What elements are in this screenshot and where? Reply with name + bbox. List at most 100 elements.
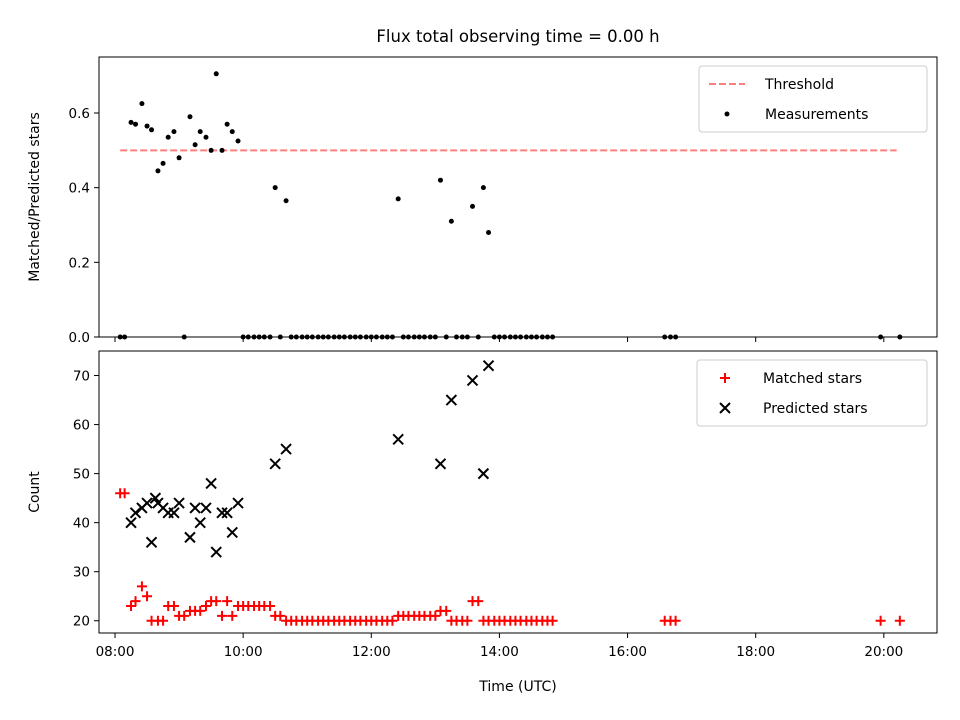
measurement-point: [229, 129, 235, 135]
measurement-point: [192, 142, 198, 148]
measurement-point: [470, 203, 476, 209]
legend-label: Matched stars: [763, 371, 862, 387]
predicted-star-point: [482, 360, 495, 372]
measurement-point: [128, 119, 134, 125]
legend-measurement-swatch: [724, 111, 730, 117]
legend-label: Predicted stars: [763, 401, 868, 417]
measurement-point: [437, 177, 443, 183]
legend-label: Measurements: [765, 107, 868, 123]
measurement-point: [149, 127, 155, 133]
legend-predicted-swatch: [719, 402, 731, 414]
predicted-star-point: [216, 507, 228, 519]
measurement-point: [171, 129, 177, 135]
predicted-star-point: [434, 458, 447, 470]
measurement-point: [176, 155, 182, 161]
x-tick-label: 10:00: [224, 644, 263, 660]
matched-star-point: [473, 596, 484, 607]
matched-star-point: [142, 591, 153, 602]
y-tick-label: 40: [73, 516, 90, 532]
x-tick-label: 12:00: [352, 644, 391, 660]
predicted-star-point: [194, 516, 206, 529]
x-tick-label: 08:00: [96, 644, 135, 660]
measurement-point: [208, 147, 214, 153]
matched-star-point: [217, 610, 228, 621]
y-tick-label: 30: [73, 565, 90, 581]
matched-star-point: [168, 601, 179, 612]
y-tick-label: 0.0: [69, 330, 90, 346]
measurement-point: [486, 229, 492, 235]
matched-star-point: [126, 601, 137, 612]
measurement-point: [235, 138, 241, 144]
chart-title: Flux total observing time = 0.00 h: [376, 27, 659, 46]
y-axis-label: Matched/Predicted stars: [27, 112, 43, 282]
matched-star-point: [158, 615, 169, 626]
predicted-star-point: [184, 531, 196, 544]
predicted-star-point: [221, 507, 233, 519]
measurement-point: [160, 160, 166, 166]
legend: Matched stars Predicted stars: [696, 359, 928, 427]
measurement-point: [133, 121, 139, 127]
matched-star-point: [275, 610, 286, 621]
y-tick-label: 0.6: [69, 106, 90, 122]
measurement-point: [165, 134, 171, 140]
predicted-star-point: [173, 497, 185, 509]
predicted-star-point: [445, 394, 458, 406]
matched-star-point: [211, 596, 222, 607]
measurement-point: [283, 198, 289, 204]
measurement-point: [213, 71, 219, 77]
predicted-star-point: [141, 497, 153, 509]
y-tick-label: 20: [73, 614, 90, 630]
axes-frame: [98, 350, 938, 634]
measurement-point: [395, 196, 401, 202]
matched-star-point: [430, 610, 441, 621]
predicted-star-point: [269, 458, 281, 470]
predicted-star-point: [145, 536, 158, 548]
predicted-star-point: [466, 374, 479, 387]
matched-star-point: [875, 615, 886, 626]
measurement-point: [480, 185, 486, 191]
predicted-star-point: [392, 433, 404, 445]
measurement-point: [224, 121, 230, 127]
matched-star-point: [200, 601, 211, 612]
measurement-point: [144, 123, 150, 129]
matched-star-point: [670, 615, 681, 626]
top-panel: 0.0 0.2 0.4 0.6 Matched/Predicted stars Thres…: [27, 56, 938, 346]
y-tick-label: 50: [73, 467, 90, 483]
predicted-star-point: [168, 507, 180, 519]
matched-star-point: [179, 610, 190, 621]
measurement-point: [448, 218, 454, 224]
legend-matched-swatch: [720, 373, 730, 383]
matched-star-point: [130, 596, 141, 607]
matched-star-point: [136, 581, 147, 592]
predicted-star-point: [280, 443, 292, 455]
matched-star-point: [119, 488, 130, 499]
predicted-star-point: [226, 526, 238, 539]
matched-star-point: [387, 615, 398, 626]
predicted-star-point: [200, 502, 212, 514]
x-axis-label: Time (UTC): [478, 679, 556, 695]
x-tick-label: 16:00: [608, 644, 647, 660]
x-tick-label: 20:00: [864, 644, 903, 660]
legend: Threshold Measurements: [698, 65, 928, 133]
measurement-point: [203, 134, 209, 140]
axes-frame: [98, 56, 938, 338]
predicted-star-point: [125, 516, 137, 529]
matched-star-point: [462, 615, 473, 626]
legend-box: [696, 359, 928, 427]
y-tick-label: 0.2: [69, 255, 90, 271]
matched-star-point: [195, 605, 206, 616]
matched-star-point: [547, 615, 558, 626]
predicted-star-point: [232, 497, 244, 509]
bottom-panel: 08:00 10:00 12:00 14:00 16:00 18:00 20:00 20 30 4…: [27, 350, 938, 695]
y-tick-label: 70: [73, 369, 90, 385]
x-tick-label: 18:00: [736, 644, 775, 660]
matched-star-point: [441, 605, 452, 616]
matched-star-point: [894, 615, 905, 626]
y-tick-label: 0.4: [69, 181, 90, 197]
predicted-star-point: [477, 467, 490, 480]
legend-box: [698, 65, 928, 133]
measurement-point: [272, 185, 278, 191]
measurement-point: [139, 101, 145, 107]
predicted-star-point: [205, 477, 217, 490]
